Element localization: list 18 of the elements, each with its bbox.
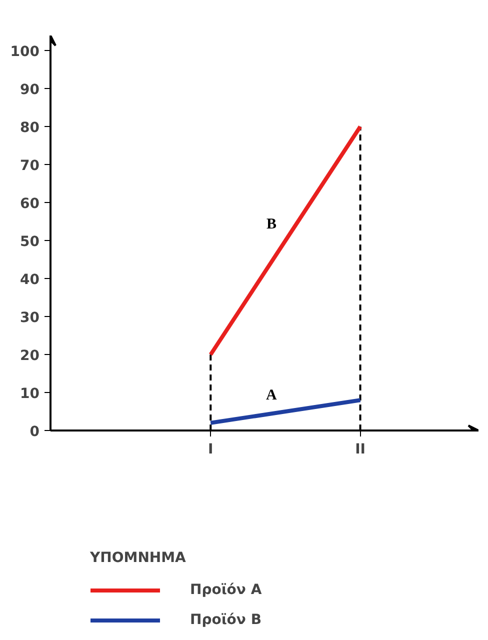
y-tick-label: 0	[30, 424, 40, 440]
y-tick-label: 70	[20, 158, 40, 174]
y-tick-label: 40	[20, 272, 40, 288]
x-tick-label: II	[355, 442, 366, 458]
x-tick-label: I	[208, 442, 214, 458]
y-tick-label: 100	[10, 44, 40, 60]
legend-label: Προϊόν A	[190, 582, 262, 598]
annotation: B	[266, 216, 276, 233]
annotation: A	[266, 388, 278, 404]
y-tick-label: 90	[20, 82, 40, 98]
legend-label: Προϊόν B	[190, 612, 262, 628]
y-tick-label: 60	[20, 196, 40, 212]
y-tick-label: 20	[20, 348, 40, 364]
y-tick-label: 30	[20, 310, 40, 326]
legend-title: ΥΠΟΜΝΗΜΑ	[90, 550, 187, 566]
y-tick-label: 80	[20, 120, 40, 136]
y-tick-label: 50	[20, 234, 40, 250]
y-tick-label: 10	[20, 386, 40, 402]
